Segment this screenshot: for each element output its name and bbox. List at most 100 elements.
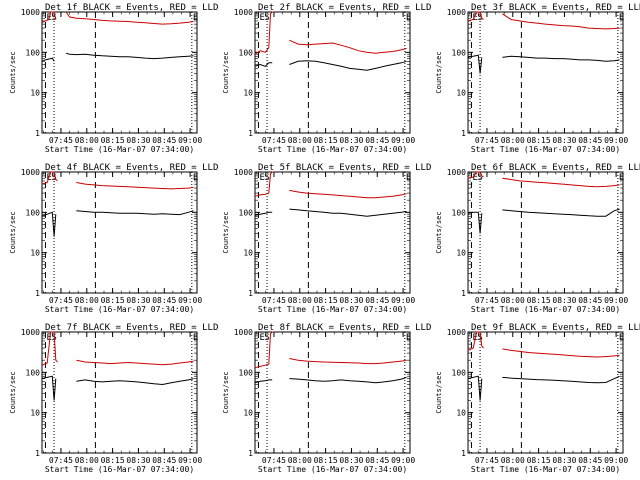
series-line-lld xyxy=(41,11,194,25)
chart-title: Det_2f BLACK = Events, RED = LLD xyxy=(258,3,431,13)
event-marker-label: E xyxy=(619,173,624,183)
x-tick-label: 08:45 xyxy=(578,136,602,145)
x-tick-label: 08:45 xyxy=(152,456,176,465)
series-line-lld xyxy=(41,171,194,190)
x-tick-label: 08:30 xyxy=(339,136,363,145)
event-marker-label: S xyxy=(51,13,56,23)
event-marker-label: E xyxy=(259,333,264,343)
chart-panel-5: Det_5f BLACK = Events, RED = LLD 1 10 100 10… xyxy=(222,163,431,314)
y-tick-label: 1000 xyxy=(234,8,253,17)
series-line-events xyxy=(41,52,194,62)
event-marker-label: S xyxy=(264,333,269,343)
x-tick-label: 08:15 xyxy=(101,456,125,465)
plot-frame xyxy=(467,11,624,134)
y-tick-label: 10 xyxy=(456,249,466,258)
y-tick-label: 1 xyxy=(248,129,253,138)
x-axis-label: Start Time (16-Mar-07 07:34:00) xyxy=(471,145,620,154)
y-tick-label: 100 xyxy=(239,48,254,57)
event-marker-label: S xyxy=(477,333,482,343)
y-tick-label: 10 xyxy=(243,249,253,258)
chart-title: Det_4f BLACK = Events, RED = LLD xyxy=(45,163,218,173)
y-tick-label: 10 xyxy=(30,409,40,418)
y-tick-label: 1000 xyxy=(21,328,40,337)
x-tick-label: 08:00 xyxy=(288,136,312,145)
series-line-lld xyxy=(254,171,407,199)
x-tick-label: 09:00 xyxy=(178,296,202,305)
y-tick-label: 100 xyxy=(452,48,467,57)
x-tick-label: 08:30 xyxy=(126,456,150,465)
chart-panel-4: Det_4f BLACK = Events, RED = LLD 1 10 100 10… xyxy=(9,163,218,314)
series-line-events xyxy=(254,208,407,217)
chart-title: Det_3f BLACK = Events, RED = LLD xyxy=(471,3,640,13)
event-marker-label: E xyxy=(406,173,411,183)
y-tick-label: 1 xyxy=(461,449,466,458)
x-axis-label: Start Time (16-Mar-07 07:34:00) xyxy=(258,145,407,154)
x-tick-label: 08:15 xyxy=(527,456,551,465)
series-line-events xyxy=(467,54,620,74)
event-marker-label: E xyxy=(406,13,411,23)
series-line-lld xyxy=(467,171,620,188)
x-tick-label: 09:00 xyxy=(604,296,628,305)
series-line-events xyxy=(467,375,620,401)
x-tick-label: 08:45 xyxy=(365,456,389,465)
series-line-lld xyxy=(41,331,194,366)
y-axis-label: Counts/sec xyxy=(435,51,443,93)
x-tick-label: 08:15 xyxy=(314,136,338,145)
x-axis-label: Start Time (16-Mar-07 07:34:00) xyxy=(471,305,620,314)
x-tick-label: 08:45 xyxy=(365,136,389,145)
event-marker-label: S xyxy=(51,173,56,183)
x-axis-label: Start Time (16-Mar-07 07:34:00) xyxy=(471,465,620,474)
y-tick-label: 1000 xyxy=(447,168,466,177)
y-tick-label: 10 xyxy=(30,249,40,258)
y-tick-label: 10 xyxy=(243,409,253,418)
y-tick-label: 1000 xyxy=(21,8,40,17)
x-tick-label: 09:00 xyxy=(178,456,202,465)
y-tick-label: 1000 xyxy=(447,328,466,337)
y-tick-label: 10 xyxy=(456,89,466,98)
chart-title: Det_9f BLACK = Events, RED = LLD xyxy=(471,323,640,333)
x-tick-label: 09:00 xyxy=(391,136,415,145)
chart-title: Det_6f BLACK = Events, RED = LLD xyxy=(471,163,640,173)
x-tick-label: 08:00 xyxy=(501,296,525,305)
y-tick-label: 1 xyxy=(248,449,253,458)
x-tick-label: 08:00 xyxy=(75,456,99,465)
x-tick-label: 07:45 xyxy=(475,456,499,465)
x-axis-label: Start Time (16-Mar-07 07:34:00) xyxy=(258,305,407,314)
x-tick-label: 08:00 xyxy=(288,456,312,465)
x-tick-label: 07:45 xyxy=(49,296,73,305)
y-axis-label: Counts/sec xyxy=(435,211,443,253)
chart-panel-9: Det_9f BLACK = Events, RED = LLD 1 10 100 10… xyxy=(435,323,640,474)
y-tick-label: 10 xyxy=(243,89,253,98)
y-axis-label: Counts/sec xyxy=(9,51,17,93)
event-marker-label: S xyxy=(264,173,269,183)
chart-panel-1: Det_1f BLACK = Events, RED = LLD 1 10 100 10… xyxy=(9,3,218,154)
x-tick-label: 09:00 xyxy=(391,456,415,465)
plot-frame xyxy=(467,171,624,294)
chart-panel-2: Det_2f BLACK = Events, RED = LLD 1 10 100 10… xyxy=(222,3,431,154)
y-tick-label: 1 xyxy=(35,289,40,298)
event-marker-label: E xyxy=(619,333,624,343)
y-tick-label: 1 xyxy=(461,289,466,298)
plot-frame xyxy=(41,331,198,454)
x-tick-label: 08:30 xyxy=(339,296,363,305)
y-tick-label: 1000 xyxy=(447,8,466,17)
y-axis-label: Counts/sec xyxy=(9,211,17,253)
x-tick-label: 08:15 xyxy=(527,296,551,305)
y-tick-label: 100 xyxy=(239,208,254,217)
event-marker-label: E xyxy=(193,13,198,23)
x-tick-label: 07:45 xyxy=(49,136,73,145)
chart-panel-8: Det_8f BLACK = Events, RED = LLD 1 10 100 10… xyxy=(222,323,431,474)
x-tick-label: 09:00 xyxy=(391,296,415,305)
event-marker-label: E xyxy=(472,173,477,183)
x-tick-label: 08:15 xyxy=(101,296,125,305)
x-tick-label: 08:00 xyxy=(501,456,525,465)
x-tick-label: 08:30 xyxy=(552,136,576,145)
y-axis-label: Counts/sec xyxy=(222,371,230,413)
chart-title: Det_1f BLACK = Events, RED = LLD xyxy=(45,3,218,13)
x-tick-label: 07:45 xyxy=(262,136,286,145)
x-axis-label: Start Time (16-Mar-07 07:34:00) xyxy=(45,305,194,314)
chart-title: Det_5f BLACK = Events, RED = LLD xyxy=(258,163,431,173)
x-tick-label: 08:15 xyxy=(314,296,338,305)
x-tick-label: 08:30 xyxy=(552,296,576,305)
series-line-lld xyxy=(254,331,407,369)
